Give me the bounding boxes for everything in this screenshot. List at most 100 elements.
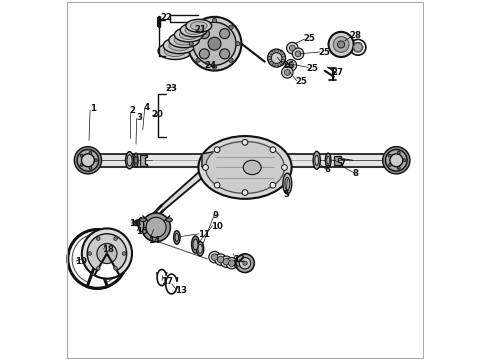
Circle shape (282, 56, 286, 60)
Ellipse shape (283, 173, 292, 194)
Text: 27: 27 (331, 68, 343, 77)
Circle shape (188, 17, 242, 71)
Ellipse shape (315, 155, 318, 165)
Circle shape (220, 49, 230, 59)
Circle shape (97, 267, 100, 270)
Circle shape (242, 139, 248, 145)
Ellipse shape (205, 141, 285, 193)
Ellipse shape (325, 153, 331, 167)
Circle shape (338, 41, 344, 48)
Circle shape (403, 159, 406, 162)
Circle shape (208, 37, 221, 50)
Wedge shape (87, 259, 107, 288)
Circle shape (243, 261, 247, 265)
Circle shape (215, 254, 226, 265)
Circle shape (229, 25, 233, 30)
Circle shape (89, 166, 92, 169)
Circle shape (77, 149, 98, 171)
Circle shape (214, 147, 220, 153)
Circle shape (220, 28, 230, 39)
Circle shape (353, 44, 359, 50)
Ellipse shape (179, 30, 198, 40)
Circle shape (212, 18, 217, 23)
Circle shape (88, 252, 92, 255)
Circle shape (212, 65, 217, 69)
Text: 25: 25 (307, 64, 318, 73)
Circle shape (354, 43, 362, 51)
Circle shape (80, 163, 83, 166)
Circle shape (80, 154, 83, 157)
Text: 15: 15 (136, 227, 147, 236)
Circle shape (236, 41, 240, 46)
Text: 4: 4 (144, 103, 150, 112)
Text: 13: 13 (175, 286, 187, 295)
Ellipse shape (163, 37, 196, 54)
Circle shape (142, 213, 171, 242)
Circle shape (282, 165, 287, 170)
Circle shape (333, 37, 349, 52)
Circle shape (389, 154, 392, 157)
Text: 25: 25 (303, 34, 315, 43)
Circle shape (199, 28, 209, 39)
Circle shape (386, 149, 407, 171)
Circle shape (146, 217, 166, 237)
Ellipse shape (198, 136, 292, 199)
Circle shape (397, 166, 400, 169)
Text: 6: 6 (324, 166, 331, 175)
Text: 7: 7 (339, 159, 345, 168)
Ellipse shape (313, 151, 320, 169)
Circle shape (270, 147, 276, 153)
Text: 14: 14 (148, 237, 160, 246)
Circle shape (271, 53, 282, 63)
Circle shape (236, 254, 254, 273)
Ellipse shape (169, 40, 190, 51)
Circle shape (234, 257, 245, 269)
Ellipse shape (134, 153, 138, 167)
Circle shape (95, 159, 97, 162)
Ellipse shape (198, 244, 202, 253)
Text: 3: 3 (137, 113, 143, 122)
Circle shape (97, 237, 100, 240)
Circle shape (354, 46, 360, 52)
Ellipse shape (166, 218, 172, 222)
Circle shape (97, 243, 117, 264)
Circle shape (390, 154, 403, 167)
Circle shape (114, 237, 117, 240)
Ellipse shape (285, 177, 290, 190)
Text: 20: 20 (151, 110, 163, 119)
Circle shape (287, 42, 298, 54)
Text: 2: 2 (129, 105, 136, 114)
Ellipse shape (169, 33, 199, 48)
Text: 24: 24 (204, 61, 216, 70)
Text: 26: 26 (283, 62, 294, 71)
Text: 8: 8 (353, 169, 359, 178)
Text: 23: 23 (166, 84, 177, 93)
Circle shape (203, 165, 208, 170)
Circle shape (214, 182, 220, 188)
Text: 17: 17 (161, 276, 173, 285)
Circle shape (268, 49, 286, 67)
Ellipse shape (125, 152, 133, 169)
Ellipse shape (327, 156, 330, 164)
Circle shape (220, 256, 232, 267)
Ellipse shape (140, 218, 146, 222)
Circle shape (383, 147, 410, 174)
Text: 5: 5 (284, 190, 290, 199)
Circle shape (134, 220, 140, 226)
Circle shape (82, 228, 132, 279)
Text: 22: 22 (161, 13, 173, 22)
Circle shape (209, 251, 221, 263)
Circle shape (290, 45, 295, 51)
Wedge shape (95, 253, 120, 279)
Circle shape (229, 58, 233, 62)
Ellipse shape (186, 19, 212, 32)
Circle shape (89, 151, 92, 154)
Ellipse shape (164, 45, 186, 57)
Ellipse shape (196, 242, 204, 256)
Ellipse shape (190, 22, 207, 30)
Ellipse shape (174, 35, 194, 45)
Circle shape (285, 69, 290, 75)
Circle shape (285, 59, 296, 71)
Ellipse shape (243, 160, 261, 175)
Circle shape (242, 190, 248, 195)
